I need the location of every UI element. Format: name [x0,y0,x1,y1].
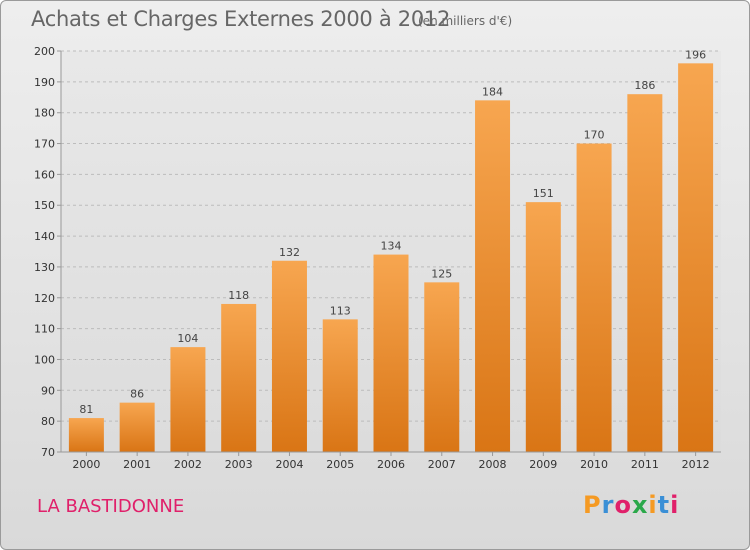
x-tick-label: 2004 [275,458,303,471]
bar-2002 [170,347,206,452]
proxiti-logo: Proxiti [583,491,679,519]
bar-value-label: 104 [177,332,198,345]
bar-2012 [678,63,714,452]
bar-2008 [475,100,511,452]
bar-2000 [68,418,104,452]
bar-value-label: 186 [634,79,655,92]
x-tick-label: 2002 [174,458,202,471]
bar-2001 [119,402,155,452]
x-tick-label: 2000 [72,458,100,471]
bar-value-label: 134 [381,240,402,253]
x-tick-label: 2001 [123,458,151,471]
y-tick-label: 130 [34,261,55,274]
logo-letter: t [657,491,671,519]
bar-2011 [627,94,663,452]
bar-value-label: 184 [482,85,503,98]
bar-value-label: 125 [431,267,452,280]
y-tick-label: 70 [41,446,55,459]
y-tick-label: 150 [34,199,55,212]
y-tick-label: 160 [34,168,55,181]
bar-value-label: 86 [130,388,144,401]
x-tick-label: 2006 [377,458,405,471]
x-tick-label: 2007 [428,458,456,471]
y-tick-label: 90 [41,384,55,397]
logo-letter: i [648,491,658,519]
logo-letter: r [601,491,615,519]
bar-2005 [322,319,358,452]
y-tick-label: 110 [34,323,55,336]
bar-value-label: 113 [330,304,351,317]
bar-value-label: 132 [279,246,300,259]
chart-title: Achats et Charges Externes 2000 à 2012 [31,7,451,31]
y-tick-label: 170 [34,138,55,151]
x-tick-label: 2010 [580,458,608,471]
y-tick-label: 180 [34,107,55,120]
bar-2003 [221,303,257,452]
x-tick-label: 2003 [225,458,253,471]
bar-2009 [525,202,561,452]
logo-letter: i [670,491,680,519]
bar-value-label: 196 [685,48,706,61]
x-tick-label: 2009 [529,458,557,471]
bar-2004 [271,260,307,452]
logo-letter: P [583,491,602,519]
x-tick-label: 2011 [631,458,659,471]
x-tick-label: 2008 [479,458,507,471]
y-tick-label: 120 [34,292,55,305]
y-tick-label: 140 [34,230,55,243]
y-tick-label: 190 [34,76,55,89]
bar-value-label: 151 [533,187,554,200]
y-tick-label: 80 [41,415,55,428]
bar-2007 [424,282,460,452]
commune-name: LA BASTIDONNE [37,496,185,517]
bar-value-label: 81 [79,403,93,416]
chart-unit: (en milliers d'€) [418,14,513,28]
x-tick-label: 2005 [326,458,354,471]
y-tick-label: 200 [34,45,55,58]
bar-value-label: 170 [584,129,605,142]
bar-2010 [576,143,612,453]
bar-value-label: 118 [228,289,249,302]
logo-letter: x [631,491,649,519]
bar-2006 [373,254,409,452]
x-tick-label: 2012 [682,458,710,471]
logo-letter: o [614,491,632,519]
y-tick-label: 100 [34,353,55,366]
